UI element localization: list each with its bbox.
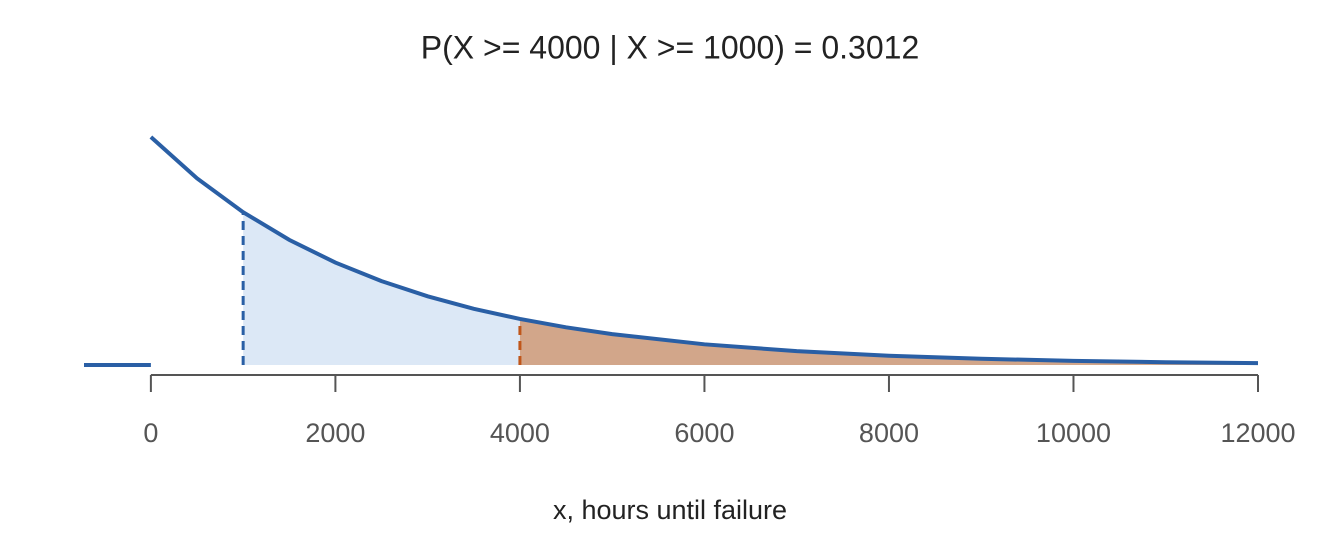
shaded-area bbox=[519, 318, 1258, 365]
x-tick-label: 4000 bbox=[490, 418, 550, 448]
shaded-area bbox=[243, 212, 520, 365]
x-tick-label: 10000 bbox=[1036, 418, 1111, 448]
x-tick-label: 0 bbox=[143, 418, 158, 448]
chart-title: P(X >= 4000 | X >= 1000) = 0.3012 bbox=[421, 29, 919, 65]
x-axis-label: x, hours until failure bbox=[553, 495, 787, 525]
x-tick-label: 8000 bbox=[859, 418, 919, 448]
x-tick-label: 6000 bbox=[674, 418, 734, 448]
x-tick-label: 2000 bbox=[305, 418, 365, 448]
x-tick-label: 12000 bbox=[1220, 418, 1295, 448]
density-curve bbox=[149, 135, 1259, 366]
